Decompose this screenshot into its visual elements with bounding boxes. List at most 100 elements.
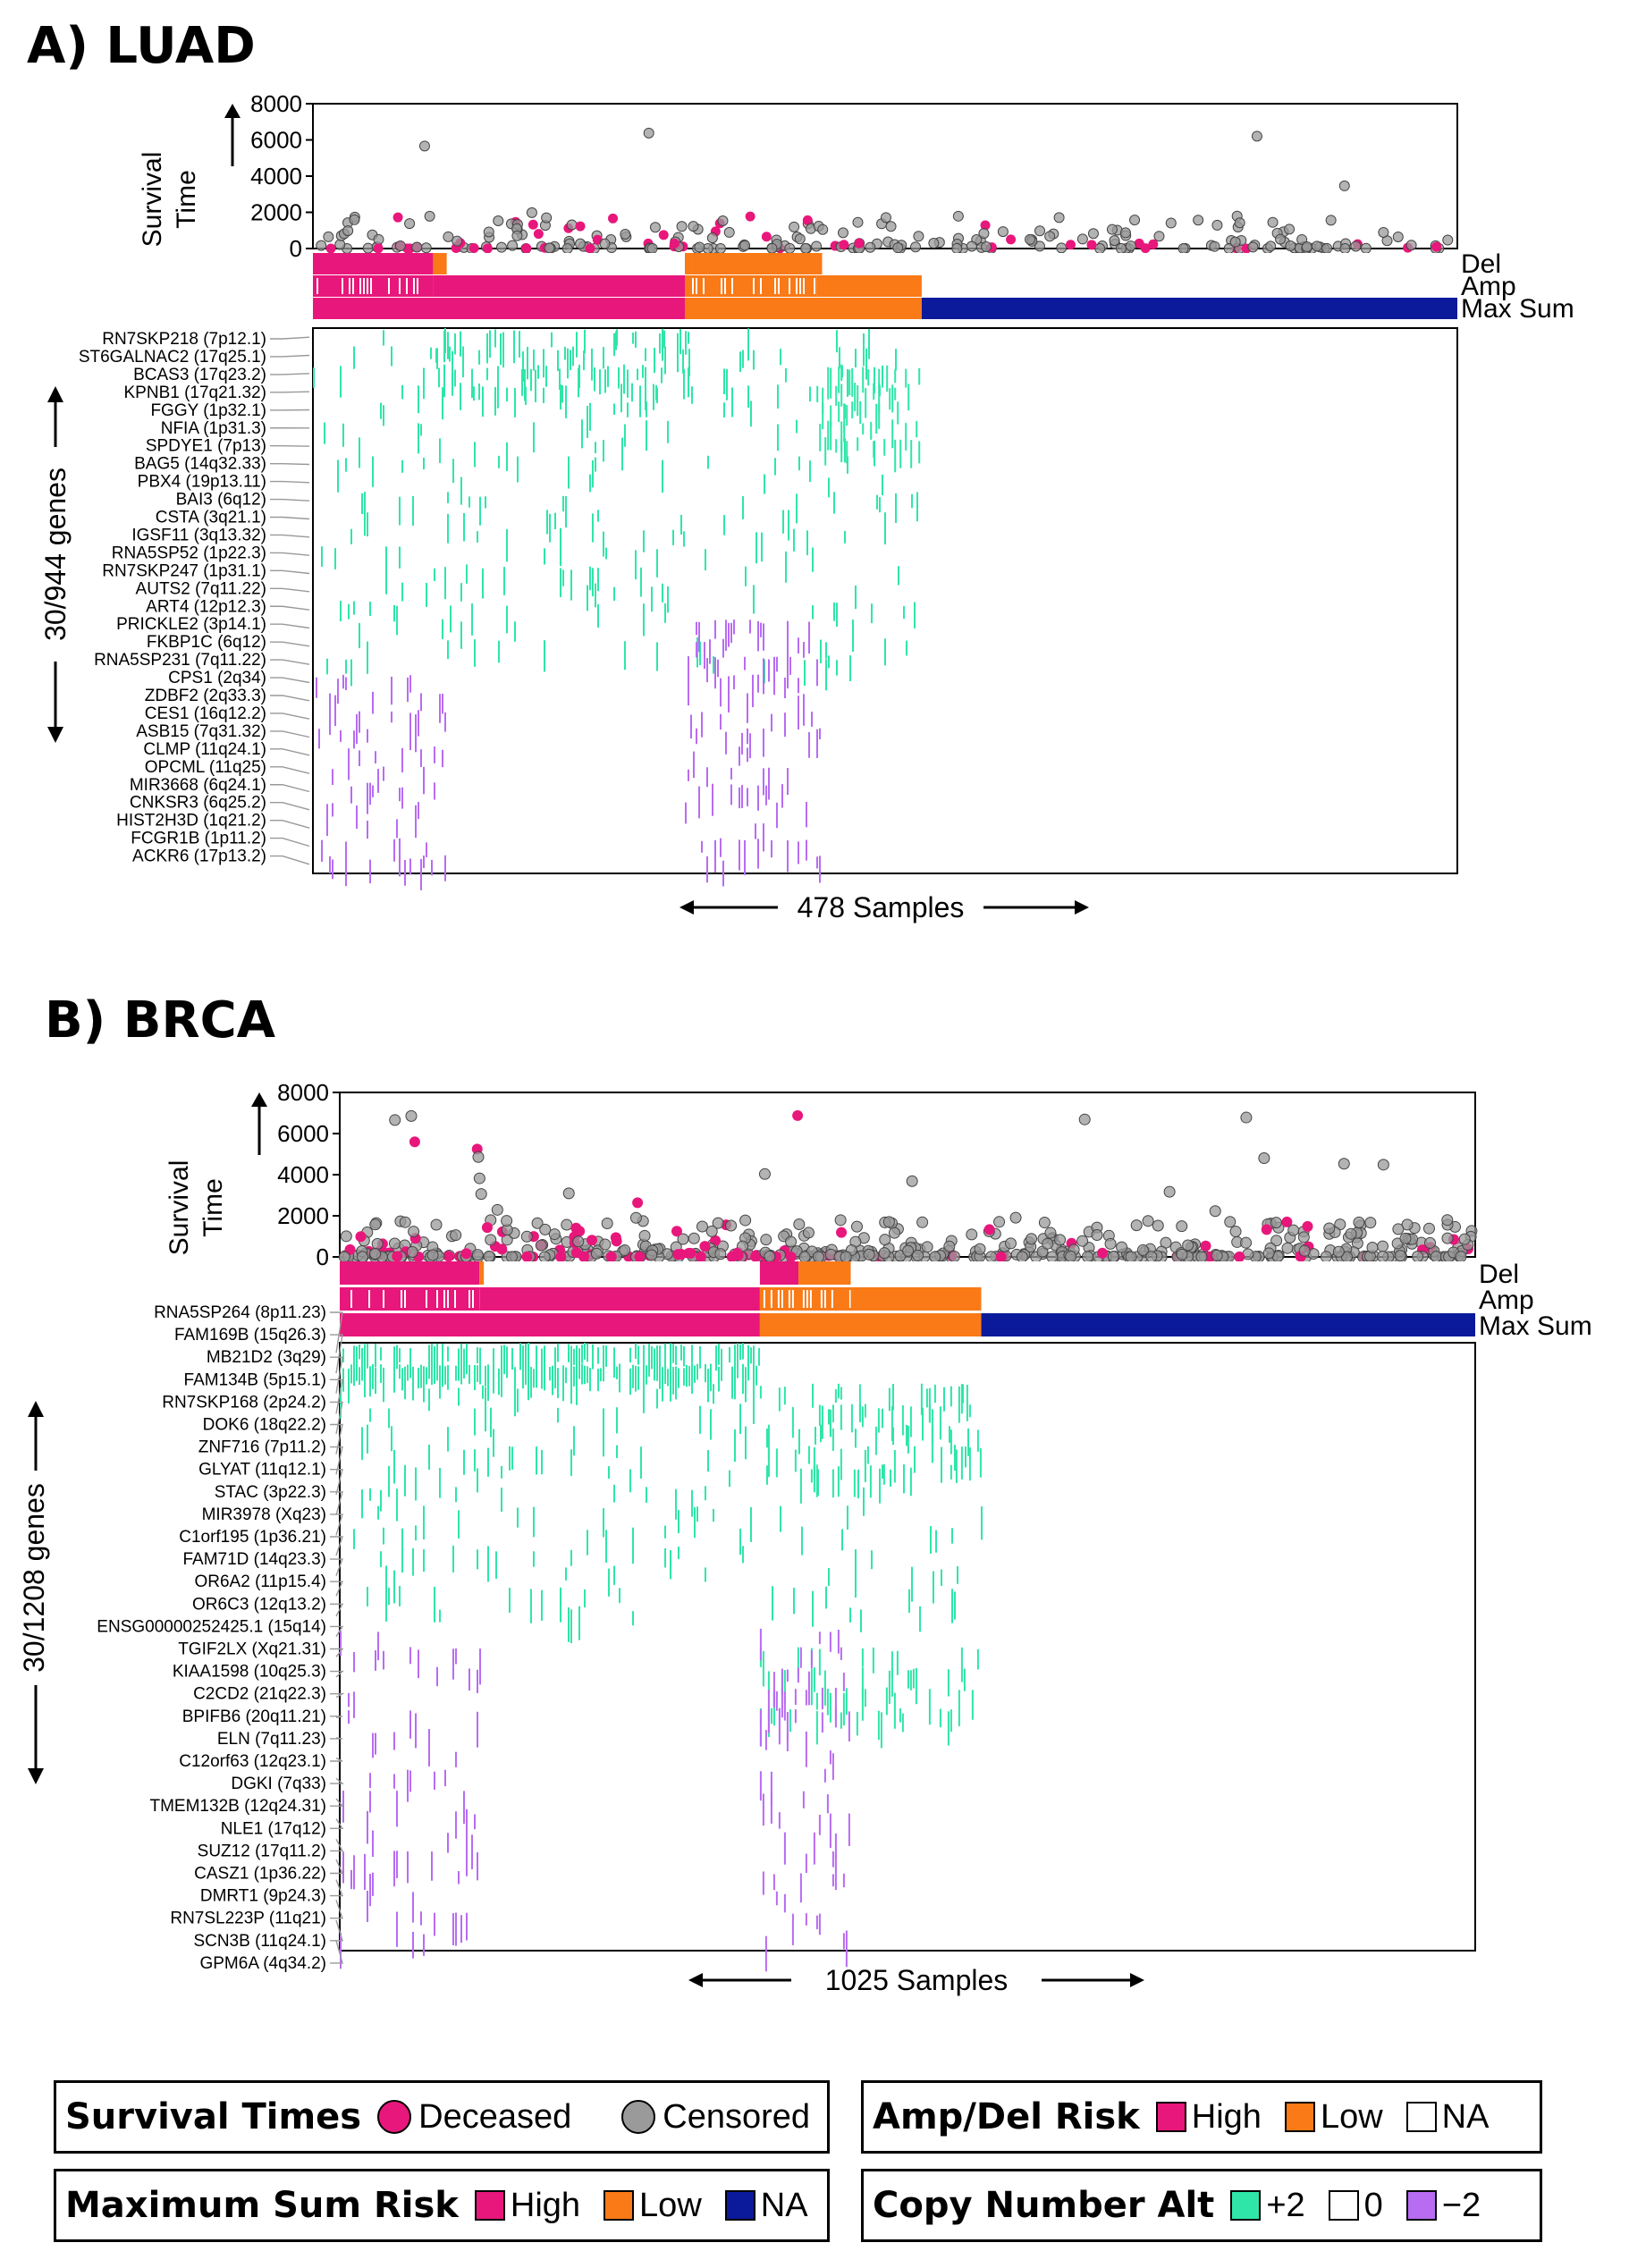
cna-plus-mark (877, 1710, 880, 1741)
cna-plus-mark (364, 510, 366, 536)
cna-plus-mark (595, 457, 596, 472)
cna-plus-mark (426, 583, 427, 607)
cna-plus-mark (863, 333, 865, 367)
cna-plus-mark (840, 1387, 842, 1400)
cna-plus-mark (415, 1467, 417, 1501)
cna-plus-mark (474, 1449, 476, 1471)
censored-point (865, 241, 876, 253)
cna-plus-mark (460, 476, 462, 505)
cna-plus-mark (350, 528, 352, 544)
cna-minus-mark (415, 1713, 417, 1749)
cna-minus-mark (353, 1691, 355, 1718)
cna-plus-mark (385, 546, 387, 579)
censored-point (1284, 223, 1296, 235)
legend-ampdel-risk: Amp/Del Risk High Low NA (861, 2080, 1542, 2154)
cna-minus-mark (837, 1630, 840, 1654)
censored-point (928, 238, 940, 249)
cna-minus-mark (794, 1689, 797, 1706)
cna-minus-mark (798, 710, 799, 730)
censored-point (1119, 227, 1131, 239)
censored-point (1044, 1227, 1057, 1239)
cna-plus-mark (603, 440, 604, 462)
cna-plus-mark (613, 333, 615, 357)
cna-plus-mark (866, 1446, 869, 1464)
cna-plus-mark (536, 1365, 537, 1388)
cna-plus-mark (342, 423, 344, 447)
track-na-stripe (454, 1290, 456, 1308)
cna-plus-mark (903, 605, 905, 620)
cna-plus-mark (745, 566, 747, 586)
cna-plus-mark (313, 367, 315, 388)
cna-plus-mark (486, 367, 488, 381)
cna-plus-mark (731, 387, 733, 417)
cna-plus-mark (462, 346, 464, 378)
censored-point (817, 223, 829, 235)
deceased-point (409, 1136, 420, 1148)
cna-plus-mark (807, 1446, 810, 1464)
cna-plus-mark (434, 1345, 435, 1383)
cna-plus-mark (524, 369, 526, 401)
cna-plus-mark (907, 1670, 909, 1689)
cna-plus-mark (654, 1363, 655, 1380)
track-na-stripe (753, 278, 755, 294)
censored-point (1165, 217, 1177, 229)
cna-plus-mark (837, 1466, 840, 1497)
cna-plus-mark (939, 1708, 941, 1728)
cna-plus-mark (361, 1489, 363, 1519)
cna-plus-mark (603, 347, 604, 369)
cna-plus-mark (648, 1344, 650, 1369)
left-arrow-icon (679, 900, 694, 915)
cna-plus-mark (637, 1366, 639, 1390)
deceased-point (555, 1251, 567, 1262)
track-na-stripe (368, 1290, 370, 1308)
cna-plus-mark (399, 546, 401, 569)
cna-minus-mark (720, 838, 722, 857)
gene-connector (270, 516, 310, 520)
track-na-stripe (367, 278, 368, 294)
censored-point (1441, 1214, 1454, 1227)
censored-point (850, 1220, 863, 1233)
censored-point (575, 238, 587, 249)
censored-point (784, 242, 796, 254)
cna-plus-mark (439, 1609, 441, 1623)
cna-plus-mark (594, 367, 595, 392)
cna-plus-mark (637, 368, 638, 381)
cna-plus-mark (460, 331, 461, 357)
censored-point (450, 1229, 462, 1242)
cna-minus-mark (752, 674, 754, 707)
cna-plus-mark (864, 1689, 866, 1707)
cna-minus-mark (340, 1631, 342, 1657)
cna-plus-mark (428, 1444, 430, 1471)
cna-plus-mark (603, 1408, 604, 1440)
cna-plus-mark (506, 528, 508, 562)
cna-plus-mark (404, 1383, 406, 1400)
na-swatch-icon (1405, 2102, 1437, 2132)
censored-point (798, 1251, 811, 1263)
censored-point (1422, 1222, 1435, 1235)
censored-point (619, 1244, 631, 1257)
cna-plus-mark (869, 1465, 872, 1498)
genes-count-label: 30/1208 genes (18, 1483, 50, 1673)
gene-label: NLE1 (17q12) (221, 1819, 326, 1838)
cna-plus-mark (632, 1364, 634, 1388)
cna-plus-mark (958, 1386, 960, 1423)
censored-point (1345, 1227, 1357, 1240)
censored-point (694, 241, 705, 253)
risk-track-segment (433, 253, 447, 274)
cna-plus-mark (675, 1488, 677, 1520)
cna-minus-mark (818, 1814, 821, 1835)
survival-ylabel-line2: Time (198, 1178, 228, 1237)
cna-plus-mark (613, 1347, 615, 1368)
cna-plus-mark (557, 350, 559, 372)
cna-plus-mark (914, 602, 916, 628)
gene-label: AUTS2 (7q11.22) (136, 579, 266, 598)
cna-plus-mark (845, 1688, 848, 1716)
cna-plus-mark (404, 1464, 406, 1497)
cna-plus-mark (852, 620, 854, 652)
cna-plus-mark (884, 638, 886, 666)
cna-plus-mark (864, 1450, 866, 1482)
cna-minus-mark (391, 676, 392, 705)
cna-plus-mark (591, 348, 593, 381)
cna-plus-mark (861, 1687, 864, 1721)
cna-plus-mark (603, 531, 604, 557)
